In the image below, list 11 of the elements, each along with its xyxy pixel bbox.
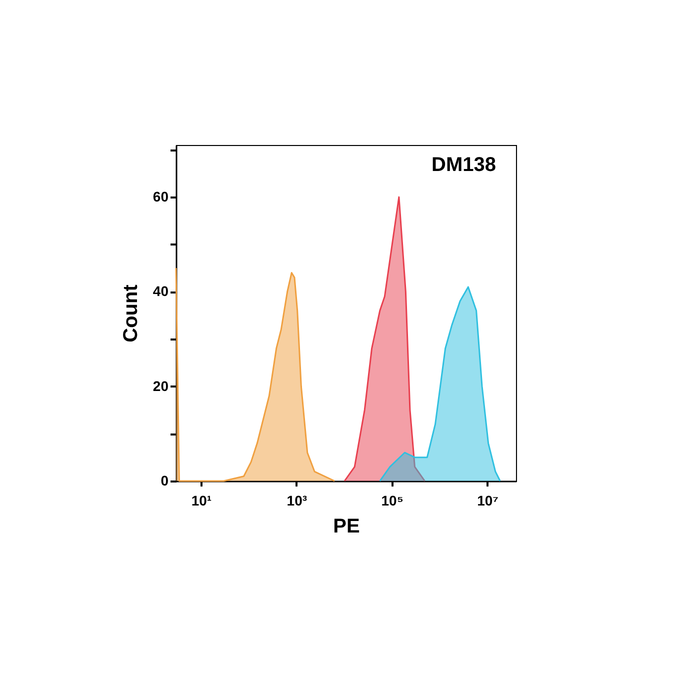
y-tick-label: 20 xyxy=(152,378,169,394)
y-tick-label: 0 xyxy=(160,472,169,488)
x-tick-label: 10³ xyxy=(286,492,308,508)
y-tick-label: 60 xyxy=(152,188,169,205)
y-axis-title: Count xyxy=(120,284,142,342)
x-axis-title: PE xyxy=(333,516,360,538)
x-tick-label: 10⁵ xyxy=(381,492,404,508)
x-tick-label: 10¹ xyxy=(191,492,212,508)
annotation: DM138 xyxy=(432,154,496,176)
y-tick-label: 40 xyxy=(152,283,169,300)
x-tick-label: 10⁷ xyxy=(477,492,499,508)
